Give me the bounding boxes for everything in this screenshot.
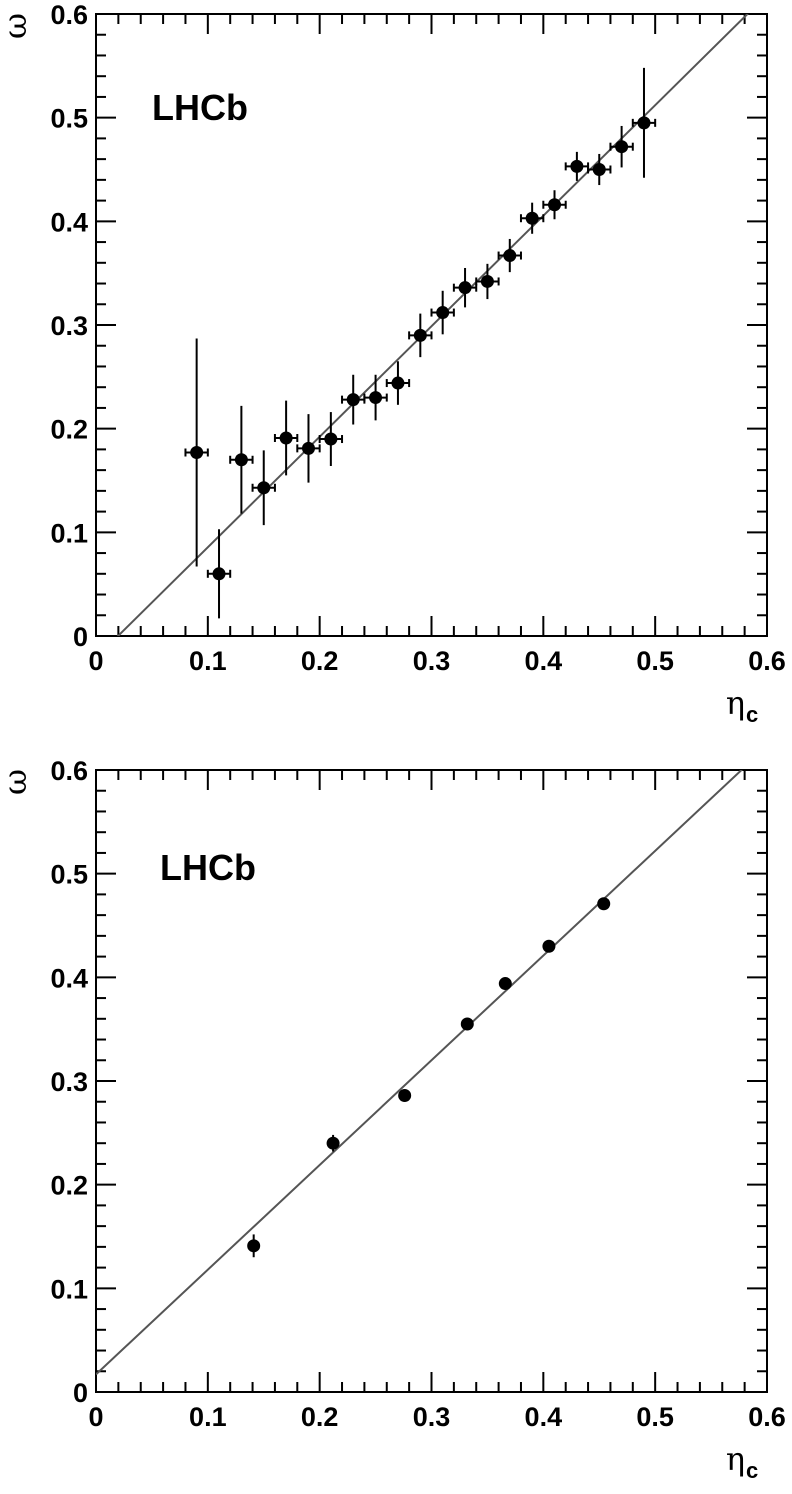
y-tick-label: 0.2 (50, 1171, 88, 1201)
data-marker (637, 116, 651, 130)
data-point (184, 338, 209, 567)
x-tick-label: 0.1 (189, 1402, 227, 1432)
data-marker (247, 1239, 261, 1253)
data-point (318, 412, 344, 466)
y-tick-label: 0.5 (50, 860, 88, 890)
data-marker (398, 1089, 412, 1103)
x-tick-label: 0.2 (301, 1402, 339, 1432)
x-axis-label: η (726, 1440, 745, 1478)
lhcb-label: LHCb (152, 87, 248, 128)
x-axis-label-subscript: c (746, 702, 758, 727)
data-point (460, 1017, 474, 1031)
data-point (251, 450, 276, 526)
y-tick-label: 0.2 (50, 415, 88, 445)
data-point (385, 361, 411, 405)
data-marker (324, 432, 338, 446)
x-tick-label: 0.6 (748, 1402, 786, 1432)
lhcb-label: LHCb (160, 847, 256, 888)
data-marker (391, 376, 405, 390)
data-point (475, 263, 500, 300)
x-tick-label: 0.4 (525, 1402, 563, 1432)
fit-line (96, 770, 743, 1376)
data-marker (480, 274, 494, 288)
omega-vs-eta-chart-top: 0 0.1 0.2 0.3 0.4 0.5 0.6 0 0.1 0.2 0.3 0.4 0.5 0.6 ω η… (0, 0, 786, 727)
data-marker (436, 306, 450, 320)
data-marker (369, 391, 383, 405)
x-axis-label: η (726, 684, 745, 722)
x-tick-label: 0 (88, 646, 103, 676)
data-marker (460, 1017, 474, 1031)
data-marker (615, 140, 629, 154)
data-marker (326, 1136, 340, 1150)
data-point (498, 977, 512, 991)
data-point (206, 529, 232, 619)
y-axis-label: ω (0, 13, 34, 39)
data-point (273, 400, 299, 476)
y-tick-label: 0.4 (50, 963, 88, 993)
data-point (631, 67, 657, 178)
data-point (229, 405, 254, 514)
y-tick-label: 0.5 (50, 104, 88, 134)
data-point (247, 1234, 261, 1258)
data-point (587, 153, 612, 186)
data-point (430, 290, 455, 335)
y-tick-label: 0.1 (50, 518, 88, 548)
data-point (408, 313, 433, 358)
data-point (597, 897, 611, 911)
y-axis-label: ω (0, 769, 34, 795)
y-tick-label: 0.4 (50, 207, 88, 237)
x-tick-label: 0 (88, 1402, 103, 1432)
x-tick-label: 0.5 (636, 646, 674, 676)
data-marker (190, 446, 204, 460)
data-point (341, 374, 366, 425)
y-tick-label: 0.1 (50, 1274, 88, 1304)
data-marker (525, 211, 539, 225)
data-marker (257, 481, 271, 495)
data-marker (212, 567, 226, 581)
y-tick-label: 0.6 (50, 0, 88, 30)
data-marker (570, 159, 584, 173)
data-marker (234, 453, 248, 467)
data-point (564, 151, 590, 181)
data-marker (346, 393, 360, 407)
data-point (452, 267, 478, 308)
omega-vs-eta-chart-bottom: 0 0.1 0.2 0.3 0.4 0.5 0.6 0 0.1 0.2 0.3 0.4 0.5 0.6 ω η… (0, 756, 786, 1483)
data-marker (503, 249, 517, 263)
data-point (542, 939, 556, 953)
y-tick-label: 0 (73, 622, 88, 652)
data-marker (542, 939, 556, 953)
y-tick-label: 0.6 (50, 756, 88, 786)
data-marker (592, 163, 606, 176)
data-point (497, 238, 522, 273)
data-point (363, 374, 388, 421)
x-tick-label: 0.3 (413, 646, 451, 676)
data-point (326, 1134, 340, 1152)
data-point (609, 125, 634, 168)
x-tick-label: 0.5 (636, 1402, 674, 1432)
fit-line (116, 14, 749, 636)
x-tick-label: 0.6 (748, 646, 786, 676)
x-tick-label: 0.2 (301, 646, 339, 676)
x-tick-label: 0.3 (413, 1402, 451, 1432)
y-tick-label: 0.3 (50, 1067, 88, 1097)
data-point (542, 190, 567, 220)
y-tick-label: 0 (73, 1378, 88, 1408)
x-axis-label-subscript: c (746, 1458, 758, 1483)
y-tick-label: 0.3 (50, 311, 88, 341)
x-tick-label: 0.4 (525, 646, 563, 676)
data-marker (498, 977, 512, 991)
data-point (398, 1089, 412, 1103)
data-marker (279, 431, 293, 445)
data-marker (413, 328, 427, 342)
data-marker (548, 198, 562, 212)
data-point (519, 202, 545, 234)
data-marker (597, 897, 611, 911)
data-marker (301, 441, 315, 455)
x-tick-label: 0.1 (189, 646, 227, 676)
data-point (296, 414, 321, 483)
data-marker (458, 281, 472, 295)
